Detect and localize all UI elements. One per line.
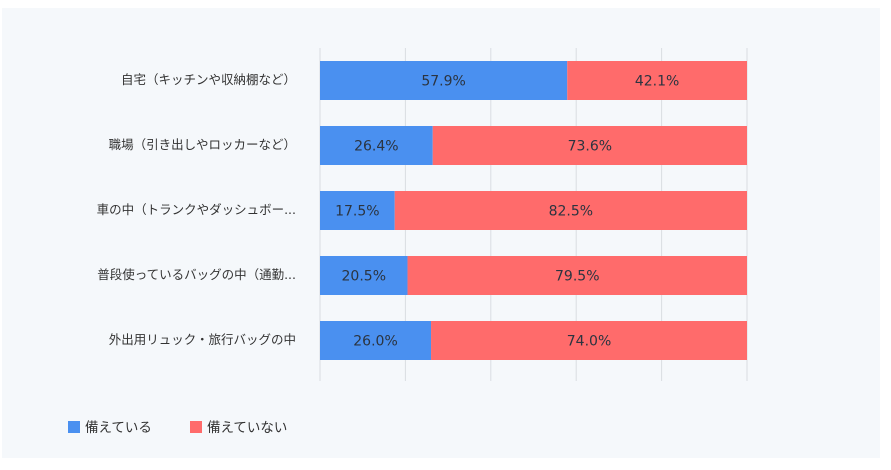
bar-segment-not-prepared — [432, 126, 747, 165]
bar-segment-prepared — [320, 321, 432, 360]
bar-segment-prepared — [320, 256, 408, 295]
bar-segment-prepared — [320, 126, 433, 165]
bar-segment-not-prepared — [394, 191, 747, 230]
data-label: 73.6% — [568, 139, 612, 155]
category-label: 外出用リュック・旅行バッグの中 — [109, 332, 296, 347]
legend-label: 備えている — [85, 420, 152, 436]
data-label: 26.0% — [353, 334, 397, 350]
category-labels: 自宅（キッチンや収納棚など） 職場（引き出しやロッカーなど） 車の中（トランクやダッ… — [97, 72, 296, 347]
data-label: 79.5% — [555, 269, 599, 285]
bar-segment-not-prepared — [431, 321, 747, 360]
data-label: 17.5% — [335, 204, 379, 220]
data-label: 82.5% — [549, 204, 593, 220]
bar-segment-not-prepared — [567, 61, 747, 100]
category-label: 職場（引き出しやロッカーなど） — [109, 137, 296, 152]
legend: 備えている 備えていない — [68, 420, 287, 436]
bar-segment-prepared — [320, 191, 395, 230]
data-label: 74.0% — [567, 334, 611, 350]
legend-swatch — [68, 421, 80, 433]
bar-segment-not-prepared — [407, 256, 747, 295]
category-label: 普段使っているバッグの中（通勤... — [97, 267, 296, 282]
category-label: 車の中（トランクやダッシュボー... — [97, 202, 296, 217]
legend-label: 備えていない — [207, 420, 287, 436]
bars: 57.9% 42.1% 26.4% 73.6% 17.5% 82.5% 20.5% 79.5%… — [320, 61, 747, 360]
data-label: 42.1% — [635, 74, 679, 90]
data-label: 26.4% — [354, 139, 398, 155]
bar-segment-prepared — [320, 61, 568, 100]
legend-swatch — [190, 421, 202, 433]
data-label: 57.9% — [421, 74, 465, 90]
category-label: 自宅（キッチンや収納棚など） — [121, 72, 296, 87]
data-label: 20.5% — [342, 269, 386, 285]
